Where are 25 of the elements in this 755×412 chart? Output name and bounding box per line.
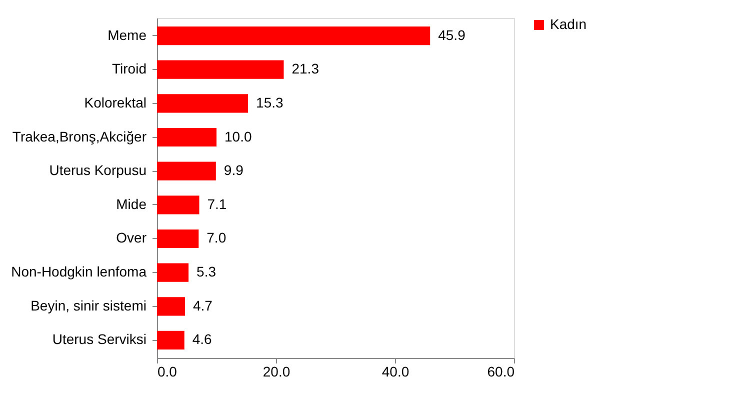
- y-tick-label: Meme: [108, 26, 147, 43]
- y-tick-label: Non-Hodgkin lenfoma: [11, 264, 147, 280]
- data-label: 4.6: [192, 331, 212, 348]
- data-label: 9.9: [224, 162, 244, 178]
- y-tick-label: Uterus Korpusu: [49, 162, 146, 178]
- x-tick-label: 60.0: [487, 364, 515, 380]
- data-label: 45.9: [438, 26, 466, 43]
- data-label: 15.3: [256, 94, 284, 110]
- y-tick-label: Tiroid: [112, 60, 146, 77]
- y-tick-label: Uterus Serviksi: [52, 331, 146, 348]
- data-label: 10.0: [224, 128, 252, 144]
- x-tick-label: 0.0: [158, 364, 178, 380]
- y-tick-label: Over: [116, 230, 147, 246]
- y-tick-label: Mide: [116, 196, 147, 212]
- data-label: 4.7: [192, 297, 213, 314]
- y-tick-label: Trakea,Bronş,Akciğer: [12, 128, 147, 144]
- y-tick-label: Kolorektal: [84, 94, 146, 110]
- data-label: 5.3: [196, 264, 216, 280]
- data-label: 7.1: [207, 196, 227, 212]
- data-label: 7.0: [206, 230, 226, 246]
- legend-label: Kadın: [550, 16, 587, 32]
- data-label: 21.3: [292, 60, 320, 77]
- x-tick-label: 40.0: [382, 364, 410, 380]
- y-tick-label: Beyin, sinir sistemi: [30, 297, 146, 314]
- x-tick-label: 20.0: [262, 364, 290, 380]
